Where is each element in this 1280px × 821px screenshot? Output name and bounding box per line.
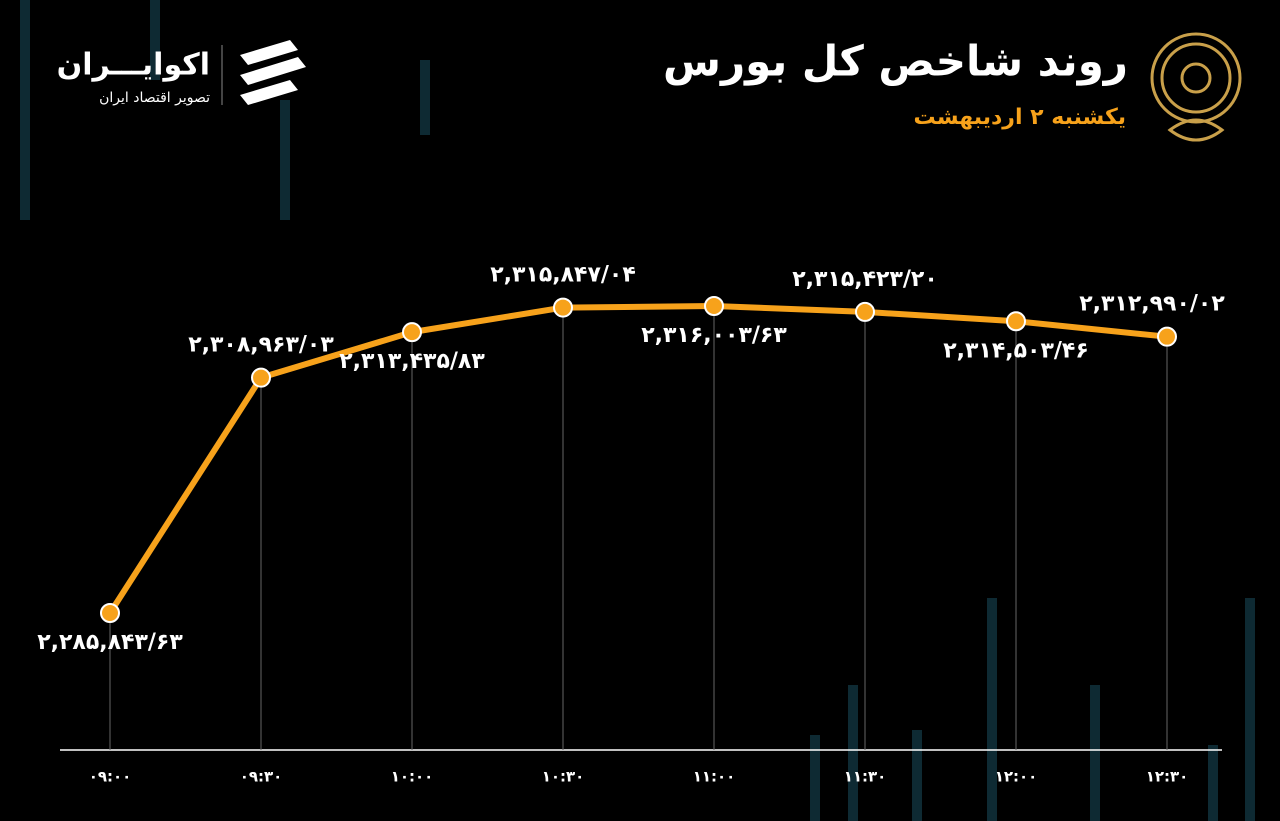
x-tick-label: ۱۰:۰۰ [391,768,434,786]
value-label: ۲,۳۱۲,۹۹۰/۰۲ [1079,292,1225,317]
x-tick-label: ۰۹:۳۰ [240,768,283,786]
point [704,296,724,316]
x-tick-label: ۱۰:۳۰ [542,768,585,786]
chart-subtitle: یکشنبه ۲ اردیبهشت [914,105,1126,130]
emblem [1150,32,1242,142]
brand-logo [240,40,306,105]
point [1006,311,1026,332]
line [107,303,1168,615]
point [402,322,422,343]
brand-tagline: تصویر اقتصاد ایران [99,90,210,106]
value-label: ۲,۳۱۴,۵۰۳/۴۶ [943,338,1089,363]
value-label: ۲,۳۱۵,۸۴۷/۰۴ [490,263,636,288]
point [100,603,120,623]
value-label: ۲,۳۱۵,۴۲۳/۲۰ [792,267,938,292]
value-label: ۲,۲۸۵,۸۴۳/۶۳ [37,630,183,655]
x-tick-label: ۰۹:۰۰ [89,768,132,786]
x-tick-label: ۱۱:۰۰ [693,768,736,786]
brand-name: اکوایـــران [57,48,210,83]
value-label: ۲,۳۱۳,۴۳۵/۸۳ [339,349,485,374]
value-label: ۲,۳۱۶,۰۰۳/۶۳ [641,323,787,348]
x-tick-label: ۱۲:۰۰ [995,768,1038,786]
point [251,367,271,388]
point [855,301,875,322]
point [1157,326,1177,347]
x-tick-label: ۱۱:۳۰ [844,768,887,786]
point [553,297,573,318]
chart-title: روند شاخص کل بورس [663,37,1128,87]
x-tick-label: ۱۲:۳۰ [1146,768,1189,786]
background-bars [20,0,1255,821]
value-label: ۲,۳۰۸,۹۶۳/۰۳ [188,333,334,358]
